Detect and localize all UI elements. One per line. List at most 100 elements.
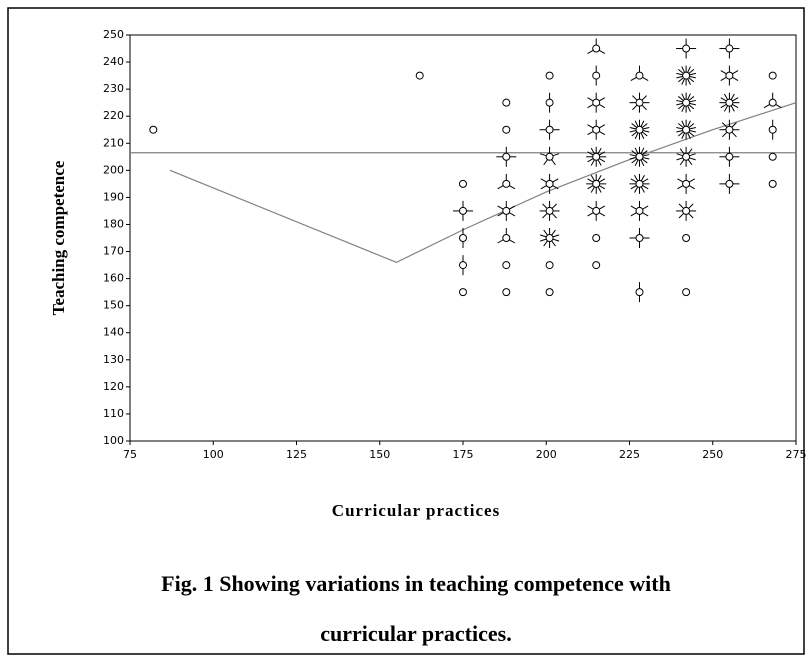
sunflower (587, 119, 606, 140)
y-tick-label: 230 (103, 82, 124, 95)
y-tick-label: 120 (103, 380, 124, 393)
y-tick-label: 150 (103, 299, 124, 312)
sunflower (497, 228, 516, 244)
sunflower (592, 65, 601, 86)
sunflower-center (545, 98, 554, 107)
sunflower (768, 152, 777, 161)
sunflower (592, 234, 601, 242)
sunflower-center (682, 152, 691, 161)
sunflower (587, 38, 606, 54)
sunflower-center (635, 71, 644, 80)
sunflower (676, 92, 696, 113)
x-tick-label: 275 (786, 448, 807, 461)
sunflower (768, 119, 777, 140)
sunflower-center (545, 234, 554, 242)
sunflower (768, 71, 777, 80)
sunflower-center (768, 71, 777, 80)
sunflower (720, 65, 739, 86)
y-tick-label: 130 (103, 353, 124, 366)
sunflower (682, 288, 691, 297)
sunflower-center (149, 125, 158, 134)
sunflower-center (592, 98, 601, 107)
sunflower-center (635, 152, 644, 161)
sunflower-center (459, 206, 467, 215)
x-tick-label: 200 (536, 448, 557, 461)
sunflower (676, 38, 697, 59)
sunflower (545, 288, 554, 297)
sunflower (459, 228, 467, 248)
caption: Fig. 1 Showing variations in teaching co… (161, 571, 671, 596)
sunflower-center (682, 234, 691, 242)
y-tick-label: 200 (103, 163, 124, 176)
fit-line (169, 102, 797, 264)
sunflower-center (502, 179, 511, 188)
sunflower (629, 228, 650, 248)
sunflower-center (635, 125, 644, 134)
sunflower-center (592, 44, 601, 53)
x-tick-label: 75 (123, 448, 137, 461)
sunflower-center (502, 261, 511, 270)
sunflower-center (545, 125, 554, 134)
x-axis-label: Curricular practices (332, 501, 500, 520)
sunflower (719, 92, 740, 113)
x-tick-label: 175 (453, 448, 474, 461)
sunflower (587, 92, 606, 113)
sunflower-center (459, 261, 467, 270)
sunflower (539, 228, 560, 248)
sunflower (497, 200, 516, 221)
y-tick-label: 100 (103, 434, 124, 447)
y-tick-label: 190 (103, 190, 124, 203)
sunflower (502, 98, 511, 107)
sunflower-center (635, 234, 644, 242)
y-tick-label: 180 (103, 217, 124, 230)
sunflower (453, 200, 473, 221)
sunflower-center (459, 288, 467, 297)
sunflower (592, 261, 601, 270)
sunflower-center (635, 288, 644, 297)
x-tick-label: 150 (369, 448, 390, 461)
sunflower-center (459, 179, 467, 188)
sunflower-center (768, 98, 777, 107)
sunflower (540, 173, 559, 194)
sunflower (502, 261, 511, 270)
sunflower (539, 200, 560, 221)
sunflower-center (725, 71, 734, 80)
sunflower (545, 261, 554, 270)
sunflower-center (682, 125, 691, 134)
sunflower (545, 71, 554, 80)
sunflower-center (545, 179, 554, 188)
sunflower (768, 179, 777, 188)
sunflower (630, 200, 649, 221)
sunflower (496, 146, 517, 167)
sunflower (629, 173, 650, 194)
sunflower (539, 119, 560, 140)
sunflower (459, 288, 467, 297)
sunflower (459, 179, 467, 188)
x-tick-label: 125 (286, 448, 307, 461)
sunflower (459, 255, 467, 276)
sunflower (497, 173, 516, 190)
sunflower-center (725, 125, 734, 134)
y-tick-label: 210 (103, 136, 124, 149)
sunflower (676, 119, 696, 140)
sunflower (630, 65, 649, 82)
sunflower (629, 92, 650, 113)
sunflower-center (682, 288, 691, 297)
sunflower (629, 119, 650, 140)
y-tick-label: 110 (103, 407, 124, 420)
sunflower (545, 92, 554, 113)
y-tick-label: 250 (103, 28, 124, 41)
y-tick-label: 160 (103, 272, 124, 285)
sunflower-center (592, 179, 601, 188)
sunflower-center (415, 71, 424, 80)
sunflower-center (592, 206, 601, 215)
y-tick-label: 140 (103, 326, 124, 339)
sunflower (586, 146, 607, 167)
sunflower-center (592, 152, 601, 161)
sunflower-center (502, 152, 511, 161)
sunflower-center (682, 98, 691, 107)
sunflower-center (459, 234, 467, 242)
sunflower (676, 200, 697, 221)
sunflower (676, 146, 696, 167)
